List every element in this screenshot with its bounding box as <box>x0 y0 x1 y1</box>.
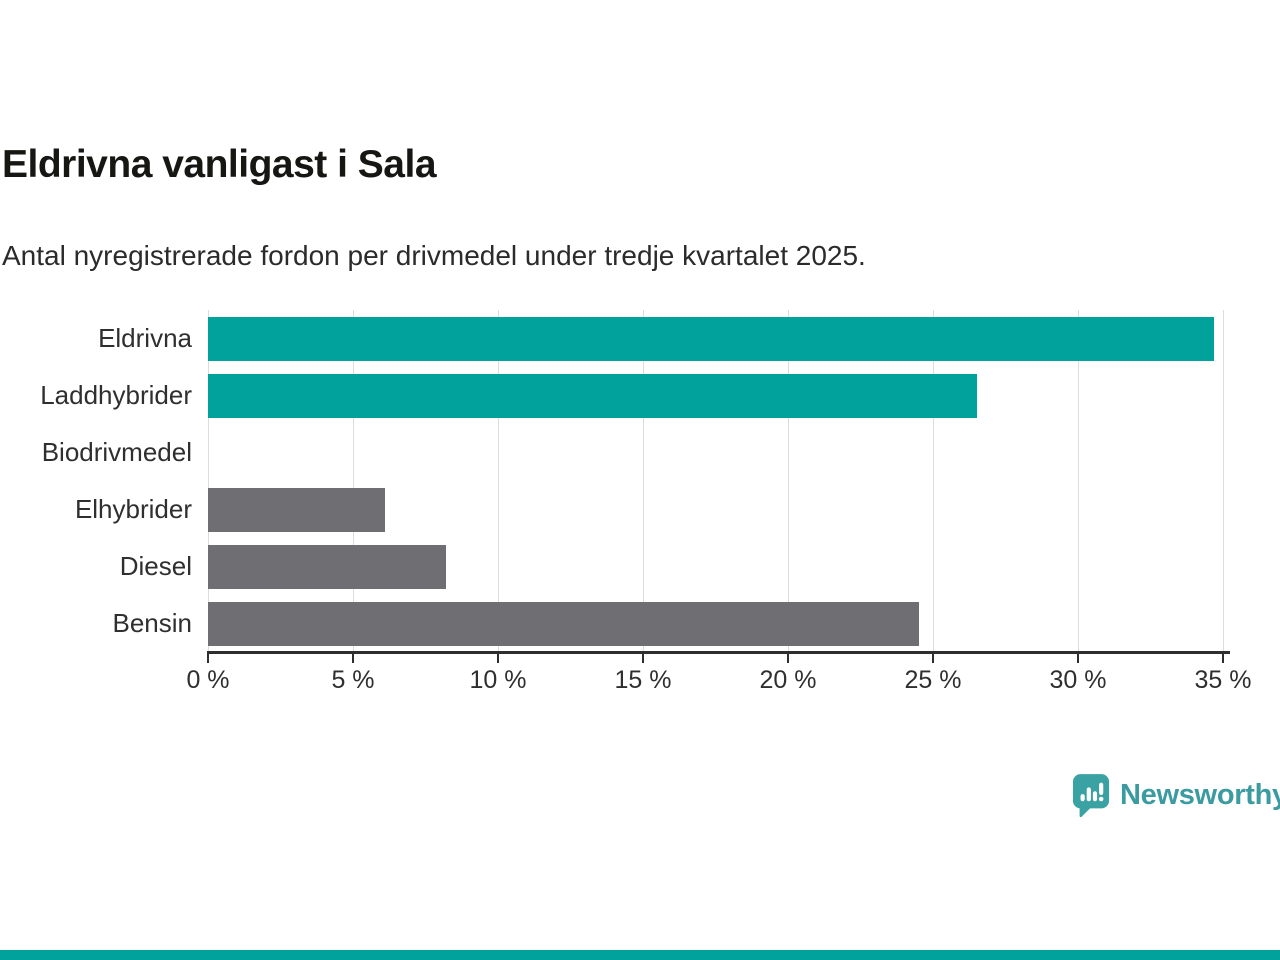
category-label-elhybrider: Elhybrider <box>74 494 192 524</box>
gridline-35 <box>1223 310 1224 652</box>
gridline-20 <box>788 310 789 652</box>
gridline-30 <box>1078 310 1079 652</box>
category-label-laddhybrider: Laddhybrider <box>40 380 192 410</box>
bar-laddhybrider <box>208 374 977 418</box>
category-label-bensin: Bensin <box>112 608 193 638</box>
tick-label-30: 30 % <box>1049 666 1107 694</box>
tick-mark-15 <box>642 654 644 663</box>
tick-label-35: 35 % <box>1194 666 1252 694</box>
bar-bensin <box>208 602 919 646</box>
tick-label-10: 10 % <box>469 666 527 694</box>
brand-name: Newsworthy <box>1120 779 1280 811</box>
category-label-eldrivna: Eldrivna <box>98 323 192 353</box>
tick-mark-20 <box>787 654 789 663</box>
tick-mark-10 <box>497 654 499 663</box>
tick-mark-5 <box>352 654 354 663</box>
tick-label-25: 25 % <box>904 666 962 694</box>
category-label-biodrivmedel: Biodrivmedel <box>41 437 192 467</box>
tick-label-0: 0 % <box>186 666 230 694</box>
category-axis-labels: Eldrivna Laddhybrider Biodrivmedel Elhybrid… <box>0 310 192 652</box>
newsworthy-logo-icon <box>1072 774 1110 818</box>
bar-eldrivna <box>208 317 1214 361</box>
tick-mark-25 <box>932 654 934 663</box>
gridline-0 <box>208 310 209 652</box>
gridline-10 <box>498 310 499 652</box>
tick-label-20: 20 % <box>759 666 817 694</box>
tick-label-5: 5 % <box>331 666 375 694</box>
category-label-diesel: Diesel <box>119 551 192 581</box>
chart-title: Eldrivna vanligast i Sala <box>2 143 437 186</box>
tick-mark-35 <box>1222 654 1224 663</box>
brand-footer: Newsworthy <box>1072 773 1280 818</box>
x-axis-line <box>207 651 1230 654</box>
bottom-accent-strip <box>0 950 1280 960</box>
tick-label-15: 15 % <box>614 666 672 694</box>
tick-mark-30 <box>1077 654 1079 663</box>
gridline-15 <box>643 310 644 652</box>
tick-mark-0 <box>207 654 209 663</box>
bar-diesel <box>208 545 446 589</box>
bar-elhybrider <box>208 488 385 532</box>
plot-area <box>208 310 1230 652</box>
gridline-5 <box>353 310 354 652</box>
chart-subtitle: Antal nyregistrerade fordon per drivmede… <box>2 240 866 271</box>
gridline-25 <box>933 310 934 652</box>
